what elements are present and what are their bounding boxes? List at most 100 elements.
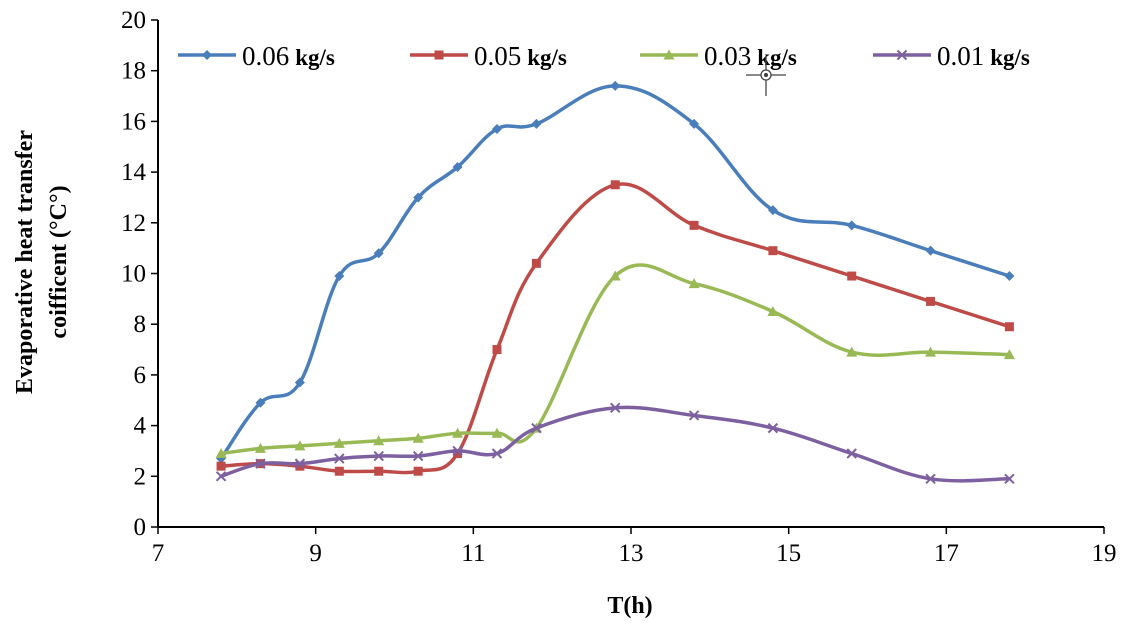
data-point xyxy=(453,448,463,458)
y-tick-label: 0 xyxy=(134,514,147,541)
x-tick-label: 7 xyxy=(152,540,165,567)
data-point xyxy=(491,427,503,438)
x-tick-label: 13 xyxy=(619,540,644,567)
data-point xyxy=(215,447,227,458)
data-point xyxy=(767,422,779,434)
data-point xyxy=(767,205,778,216)
data-point xyxy=(413,466,423,476)
series-layer xyxy=(215,80,1015,485)
data-point xyxy=(1004,271,1015,282)
series-line-3 xyxy=(219,405,1012,483)
x-tick-label: 9 xyxy=(309,540,322,567)
data-point xyxy=(452,162,463,173)
data-point xyxy=(688,278,700,289)
data-point xyxy=(373,450,384,462)
data-point xyxy=(216,461,226,471)
data-point xyxy=(610,80,621,91)
legend-marker-icon xyxy=(202,50,212,60)
data-point xyxy=(689,220,699,230)
data-point xyxy=(847,271,857,281)
data-point xyxy=(254,442,266,453)
legend-unit: kg/s xyxy=(295,45,335,70)
legend-value: 0.05 xyxy=(474,41,521,71)
legend-item-1: 0.05 kg/s xyxy=(410,41,567,71)
data-point xyxy=(492,345,502,355)
data-point xyxy=(373,435,385,446)
y-tick-label: 10 xyxy=(121,261,146,288)
data-point xyxy=(412,432,424,443)
legend-item-0: 0.06 kg/s xyxy=(178,41,335,71)
legend-marker-icon xyxy=(663,49,675,60)
legend-item-2: 0.03 kg/s xyxy=(640,41,797,71)
data-point xyxy=(255,458,266,469)
legend-value: 0.03 xyxy=(704,41,751,71)
series-0 xyxy=(216,80,1015,464)
x-tick-label: 11 xyxy=(461,540,485,567)
y-tick-label: 14 xyxy=(121,159,147,186)
data-point xyxy=(373,248,384,259)
axes-layer: 0 2 4 6 8 10 12 14 16 18 20 7 9 11 13 15 17 19 xyxy=(121,7,1117,567)
y-tick-label: 2 xyxy=(134,463,147,490)
data-point xyxy=(688,410,700,421)
legend-label: 0.01 kg/s xyxy=(937,41,1030,71)
data-point xyxy=(925,346,937,357)
legend-unit: kg/s xyxy=(527,45,567,70)
legend-item-3: 0.01 kg/s xyxy=(873,41,1030,71)
data-point xyxy=(491,448,503,459)
data-point xyxy=(767,306,779,317)
data-point xyxy=(294,440,306,451)
data-point xyxy=(333,437,345,448)
x-axis-title: T(h) xyxy=(607,593,652,619)
data-point xyxy=(334,271,345,282)
y-axis-title-line-1: Evaporative heat transfer xyxy=(12,130,38,394)
data-point xyxy=(334,466,344,476)
series-1 xyxy=(216,180,1014,476)
y-axis-title: Evaporative heat transfer coifficent (°C… xyxy=(12,130,72,394)
legend-unit: kg/s xyxy=(757,45,797,70)
series-line-1 xyxy=(219,182,1012,475)
crosshair-cursor-icon xyxy=(746,56,786,96)
data-point xyxy=(412,450,424,462)
data-point xyxy=(255,397,266,408)
legend-marker-icon xyxy=(434,50,444,60)
x-tick-label: 15 xyxy=(776,540,801,567)
series-line-2 xyxy=(219,263,1012,456)
data-point xyxy=(609,270,621,281)
legend-label: 0.03 kg/s xyxy=(704,41,797,71)
data-point xyxy=(1003,349,1015,360)
y-tick-label: 18 xyxy=(121,58,146,85)
data-point xyxy=(215,471,227,482)
data-point xyxy=(925,473,936,485)
legend-value: 0.06 xyxy=(242,41,289,71)
data-point xyxy=(846,220,857,231)
legend-unit: kg/s xyxy=(990,45,1030,70)
x-tick-label: 17 xyxy=(934,540,959,567)
data-point xyxy=(294,377,305,388)
y-tick-label: 6 xyxy=(134,362,147,389)
data-point xyxy=(452,445,463,457)
data-point xyxy=(452,427,464,438)
y-tick-label: 12 xyxy=(121,210,146,237)
data-point xyxy=(768,246,778,256)
y-tick-label: 16 xyxy=(121,108,146,135)
legend-value: 0.01 xyxy=(937,41,984,71)
data-point xyxy=(689,118,700,129)
data-point xyxy=(294,458,306,469)
data-point xyxy=(610,180,620,190)
data-point xyxy=(846,448,857,459)
legend-marker-icon xyxy=(896,49,908,61)
data-point xyxy=(334,453,345,464)
data-point xyxy=(531,422,542,434)
data-point xyxy=(846,346,858,357)
data-point xyxy=(374,466,384,476)
y-tick-label: 20 xyxy=(121,7,146,34)
data-point xyxy=(531,118,542,129)
legend-label: 0.05 kg/s xyxy=(474,41,567,71)
y-tick-label: 4 xyxy=(134,413,147,440)
legend: 0.06 kg/s 0.05 kg/s 0.03 kg/s 0.01 kg/s xyxy=(178,41,1030,71)
data-point xyxy=(610,402,621,414)
data-point xyxy=(925,245,936,256)
data-point xyxy=(1004,322,1014,332)
data-point xyxy=(413,192,424,203)
